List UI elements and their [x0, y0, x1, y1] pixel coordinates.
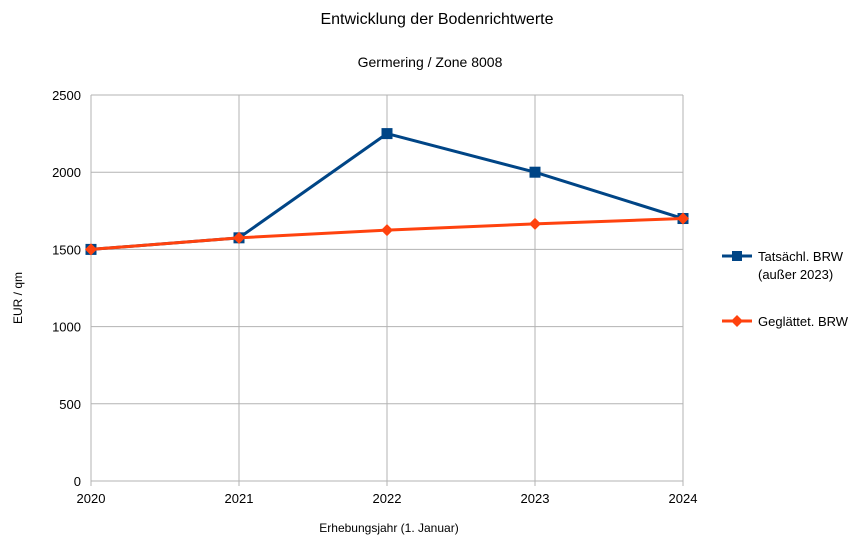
x-tick-label: 2023 [521, 491, 550, 506]
x-tick-label: 2022 [373, 491, 402, 506]
legend-marker-square [732, 251, 742, 261]
x-tick-label: 2020 [77, 491, 106, 506]
data-point-diamond [677, 212, 689, 225]
y-tick-label: 2000 [52, 165, 81, 180]
legend: Tatsächl. BRW (außer 2023) Geglättet. BRW [722, 249, 849, 329]
gridlines [90, 94, 684, 486]
x-axis-ticks: 2020 2021 2022 2023 2024 [77, 491, 698, 506]
legend-marker-diamond [731, 315, 743, 327]
data-point-square [381, 128, 393, 140]
chart-title: Entwicklung der Bodenrichtwerte [320, 11, 553, 28]
y-tick-label: 1000 [52, 320, 81, 335]
x-tick-label: 2024 [669, 491, 698, 506]
x-tick-label: 2021 [225, 491, 254, 506]
y-axis-label: EUR / qm [11, 272, 25, 324]
data-point-square [529, 166, 541, 178]
y-tick-label: 0 [74, 474, 81, 489]
series-group [85, 128, 689, 256]
x-axis-label: Erhebungsjahr (1. Januar) [319, 521, 458, 535]
data-point-diamond [529, 217, 541, 230]
y-tick-label: 500 [59, 397, 81, 412]
chart-subtitle: Germering / Zone 8008 [358, 54, 503, 70]
legend-label: (außer 2023) [758, 267, 833, 282]
legend-label: Geglättet. BRW [758, 314, 849, 329]
data-point-diamond [85, 243, 97, 256]
y-tick-label: 2500 [52, 88, 81, 103]
legend-label: Tatsächl. BRW [758, 249, 844, 264]
data-point-diamond [381, 224, 393, 237]
y-tick-label: 1500 [52, 242, 81, 257]
data-point-diamond [233, 231, 245, 244]
y-axis-ticks: 0 500 1000 1500 2000 2500 [52, 88, 81, 489]
